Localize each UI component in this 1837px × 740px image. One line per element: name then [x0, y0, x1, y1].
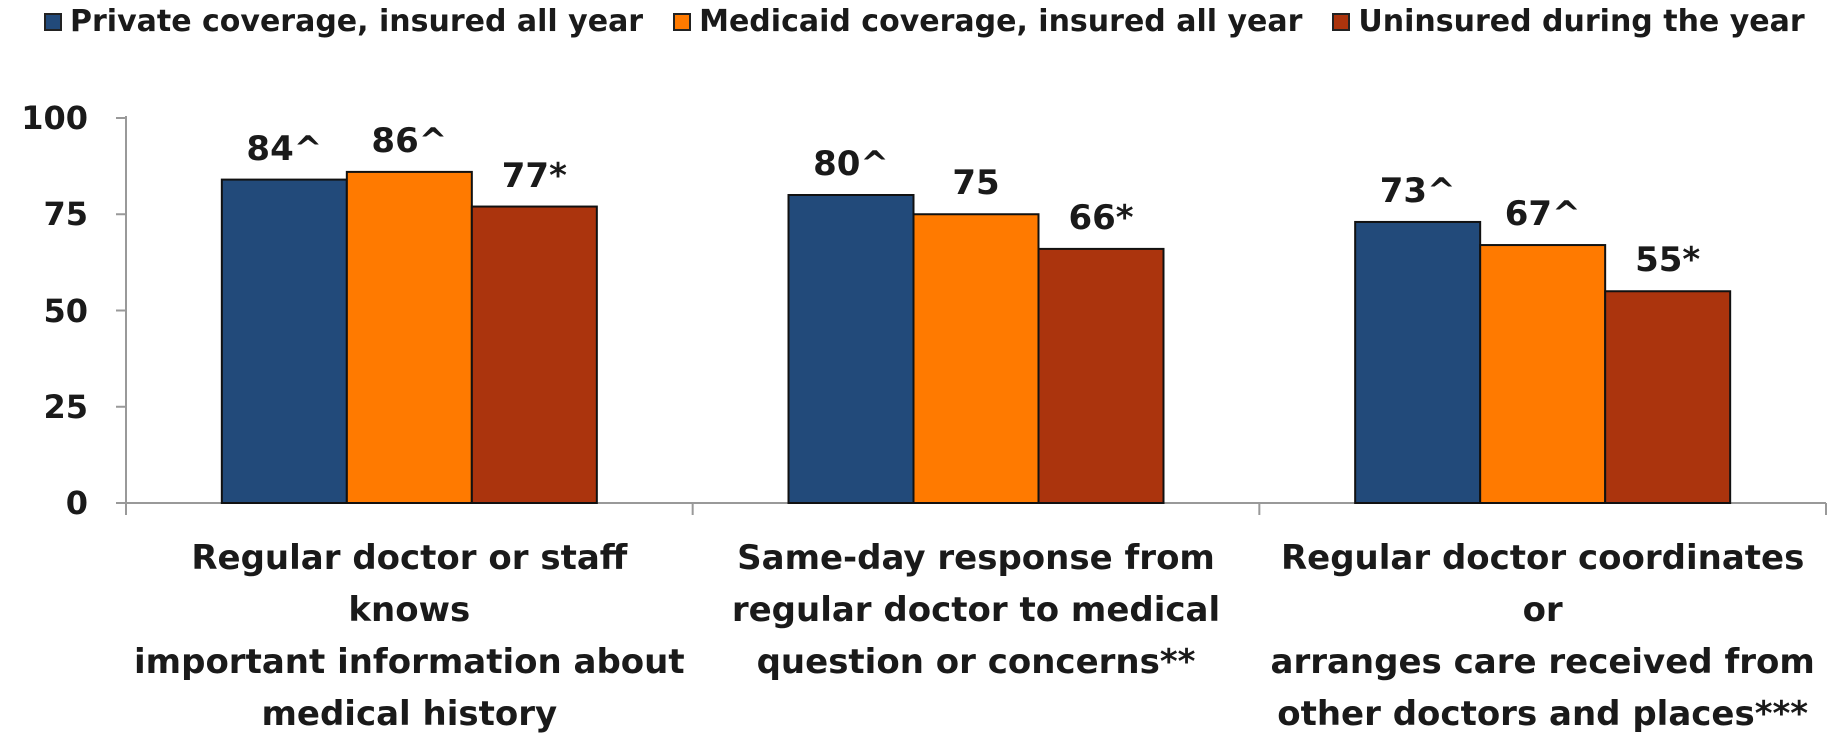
legend-label-medicaid: Medicaid coverage, insured all year: [699, 4, 1303, 39]
y-tick-label: 25: [43, 387, 88, 426]
bar-medicaid: [1479, 244, 1607, 505]
data-label: 66*: [1068, 197, 1134, 238]
category-label: Same-day response from regular doctor to …: [696, 532, 1256, 688]
bar-uninsured: [1037, 247, 1165, 504]
category-label-line: other doctors and places***: [1277, 694, 1809, 734]
legend-label-uninsured: Uninsured during the year: [1358, 4, 1805, 39]
bar-medicaid: [912, 213, 1040, 504]
category-label: Regular doctor coordinates or arranges ca…: [1263, 532, 1823, 740]
bar-chart: [116, 116, 1827, 515]
y-tick-label: 50: [43, 291, 88, 330]
category-label-line: arranges care received from: [1270, 642, 1815, 682]
data-label: 80^: [813, 144, 889, 184]
y-tick-label: 100: [21, 99, 88, 137]
data-label: 73^: [1379, 170, 1456, 211]
category-label-line: question or concerns**: [756, 642, 1196, 682]
category-label-line: regular doctor to medical: [731, 590, 1221, 630]
bar-uninsured: [1604, 290, 1732, 504]
legend-label-private: Private coverage, insured all year: [70, 4, 644, 39]
legend: Private coverage, insured all year Medic…: [44, 4, 1805, 39]
data-label: 67^: [1504, 194, 1581, 235]
legend-swatch-medicaid: [673, 12, 692, 31]
legend-swatch-private: [44, 12, 62, 31]
legend-swatch-uninsured: [1332, 12, 1351, 31]
legend-item-uninsured: Uninsured during the year: [1332, 4, 1805, 39]
bar-private: [787, 194, 915, 504]
category-label-line: Same-day response from: [737, 538, 1215, 578]
legend-item-medicaid: Medicaid coverage, insured all year: [673, 4, 1302, 39]
data-label: 75: [952, 163, 1000, 204]
legend-item-private: Private coverage, insured all year: [44, 4, 643, 39]
category-label-line: medical history: [261, 694, 558, 734]
bar-medicaid: [345, 170, 473, 504]
data-label: 86^: [371, 120, 448, 161]
category-label-line: important information about: [134, 642, 685, 682]
bar-private: [1354, 220, 1482, 504]
data-label: 55*: [1635, 240, 1701, 281]
bar-private: [220, 178, 348, 504]
data-label: 77*: [501, 155, 567, 196]
bar-uninsured: [470, 205, 598, 505]
category-label-line: Regular doctor coordinates or: [1280, 538, 1805, 630]
category-label-line: Regular doctor or staff knows: [191, 538, 628, 630]
data-label: 84^: [246, 128, 323, 169]
category-label: Regular doctor or staff knows important i…: [129, 532, 689, 740]
y-tick-label: 0: [65, 484, 88, 522]
y-tick-label: 75: [43, 195, 88, 234]
